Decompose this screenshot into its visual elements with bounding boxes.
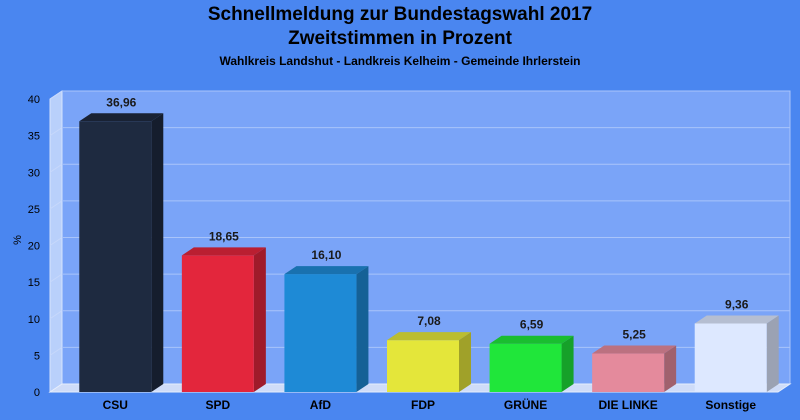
bar [387, 340, 459, 392]
y-tick-label: 30 [28, 167, 40, 179]
bar-top [79, 113, 164, 122]
category-label: AfD [310, 398, 332, 412]
value-label: 36,96 [106, 95, 136, 109]
y-tick-label: 15 [28, 277, 40, 289]
y-tick-label: 40 [28, 94, 40, 106]
bar-side [766, 315, 779, 392]
y-tick-label: 0 [34, 387, 40, 399]
chart-subtitle: Zweitstimmen in Prozent [288, 28, 512, 49]
gridline-depth [49, 127, 63, 137]
y-tick-label: 5 [34, 350, 40, 362]
bar-side [664, 345, 677, 392]
category-label: Sonstige [705, 398, 756, 412]
gridline-depth [49, 163, 63, 173]
value-label: 6,59 [520, 318, 544, 332]
bar-side [561, 335, 574, 392]
value-label: 7,08 [417, 314, 441, 328]
category-label: DIE LINKE [598, 398, 657, 412]
y-tick-label: 35 [28, 131, 40, 143]
plot-area: 0 5 10 15 20 25 30 35 40% 36,96 CSU 18,65 SPD 16,10 Af… [12, 90, 792, 412]
gridline-depth [49, 273, 63, 283]
bar-side [151, 113, 164, 392]
bar-top [694, 315, 779, 324]
bar-top [181, 247, 266, 256]
y-tick-label: 25 [28, 204, 40, 216]
gridline-depth [49, 310, 63, 320]
bar-side [459, 332, 471, 392]
bar [592, 353, 665, 392]
bar-side [253, 247, 266, 392]
bar-top [489, 335, 574, 344]
bar-top [284, 266, 369, 275]
category-label: GRÜNE [504, 397, 547, 412]
gridline-depth [49, 346, 63, 356]
chart-title: Schnellmeldung zur Bundestagswahl 2017 [207, 4, 593, 25]
chart-caption: Wahlkreis Landshut - Landkreis Kelheim -… [219, 54, 581, 68]
y-axis-label: % [12, 235, 24, 245]
value-label: 9,36 [725, 297, 749, 311]
category-label: SPD [206, 398, 231, 412]
y-tick-label: 10 [28, 314, 40, 326]
bar-top [592, 345, 677, 354]
value-label: 18,65 [209, 229, 239, 243]
bar-side [356, 266, 369, 392]
category-label: CSU [103, 398, 128, 412]
bar [181, 255, 254, 392]
bar [79, 121, 152, 392]
gridline-depth [49, 90, 63, 100]
bar-top [387, 332, 471, 341]
bar [284, 274, 357, 392]
value-label: 5,25 [622, 328, 646, 342]
gridline-depth [49, 237, 63, 246]
bar [489, 343, 562, 392]
bar [694, 323, 767, 392]
value-label: 16,10 [311, 248, 341, 262]
y-tick-label: 20 [28, 241, 40, 253]
category-label: FDP [411, 398, 435, 412]
gridline-depth [49, 200, 63, 210]
